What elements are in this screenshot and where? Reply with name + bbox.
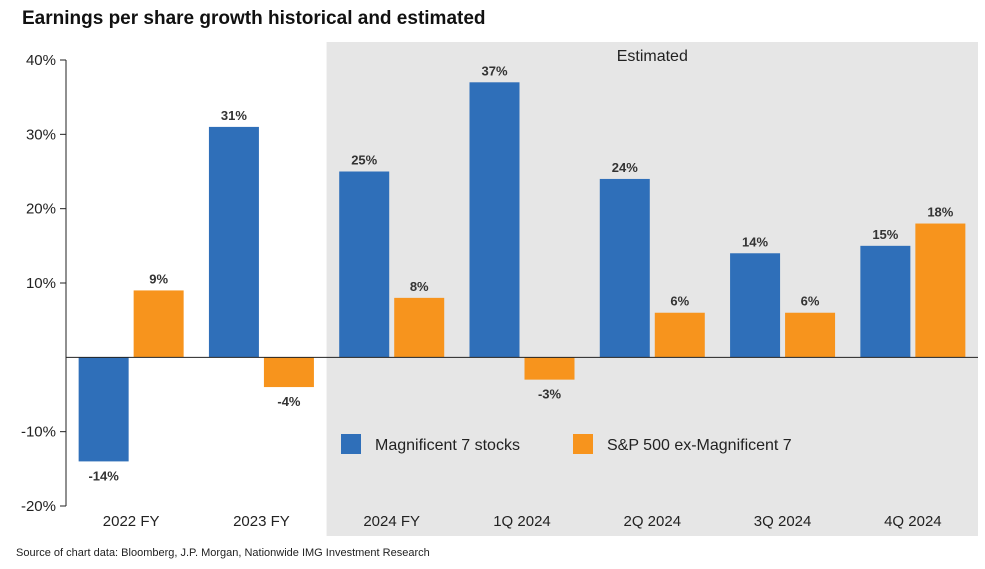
x-tick-label: 1Q 2024 bbox=[493, 513, 551, 530]
legend-swatch bbox=[573, 434, 593, 454]
estimated-label: Estimated bbox=[617, 48, 688, 65]
bar-sp500ex-0 bbox=[133, 290, 184, 358]
y-tick-label: 30% bbox=[26, 126, 56, 143]
data-label: 14% bbox=[742, 234, 768, 249]
data-label: 31% bbox=[221, 108, 247, 123]
y-tick-label: -10% bbox=[21, 424, 56, 441]
legend-label: Magnificent 7 stocks bbox=[375, 437, 520, 454]
x-tick-label: 2022 FY bbox=[103, 513, 160, 530]
data-label: 25% bbox=[351, 153, 377, 168]
chart-title: Earnings per share growth historical and… bbox=[22, 8, 486, 29]
y-tick-label: 40% bbox=[26, 52, 56, 69]
y-tick-label: 10% bbox=[26, 275, 56, 292]
x-tick-label: 2024 FY bbox=[363, 513, 420, 530]
bar-mag7-1 bbox=[208, 126, 259, 358]
data-label: 15% bbox=[872, 227, 898, 242]
data-label: 24% bbox=[612, 160, 638, 175]
bar-mag7-2 bbox=[339, 171, 390, 358]
x-tick-label: 2023 FY bbox=[233, 513, 290, 530]
x-tick-label: 3Q 2024 bbox=[754, 513, 812, 530]
x-tick-label: 4Q 2024 bbox=[884, 513, 942, 530]
bar-mag7-3 bbox=[469, 82, 520, 358]
bar-mag7-5 bbox=[730, 253, 781, 358]
y-tick-label: -20% bbox=[21, 498, 56, 515]
bar-sp500ex-4 bbox=[654, 312, 705, 358]
data-label: 6% bbox=[670, 294, 689, 309]
data-label: -4% bbox=[277, 394, 301, 409]
data-label: 9% bbox=[149, 271, 168, 286]
bar-mag7-6 bbox=[860, 245, 911, 358]
data-label: -14% bbox=[88, 468, 119, 483]
bar-mag7-0 bbox=[78, 357, 129, 462]
legend-swatch bbox=[341, 434, 361, 454]
bar-sp500ex-3 bbox=[524, 357, 575, 380]
data-label: 37% bbox=[481, 63, 507, 78]
y-tick-label: 20% bbox=[26, 201, 56, 218]
data-label: 8% bbox=[410, 279, 429, 294]
data-label: 6% bbox=[801, 294, 820, 309]
bar-chart: -20% -10% 10% 20% 30% 40% 2022 FY 2023 FY 2024 F… bbox=[21, 42, 979, 536]
bar-mag7-4 bbox=[599, 178, 650, 358]
data-label: -3% bbox=[538, 387, 562, 402]
bar-sp500ex-5 bbox=[785, 312, 836, 358]
bar-sp500ex-6 bbox=[915, 223, 966, 358]
bar-sp500ex-2 bbox=[394, 297, 445, 358]
data-label: 18% bbox=[927, 205, 953, 220]
legend-label: S&P 500 ex-Magnificent 7 bbox=[607, 437, 792, 454]
source-note: Source of chart data: Bloomberg, J.P. Mo… bbox=[16, 547, 430, 559]
x-tick-label: 2Q 2024 bbox=[624, 513, 682, 530]
bar-sp500ex-1 bbox=[263, 357, 314, 388]
